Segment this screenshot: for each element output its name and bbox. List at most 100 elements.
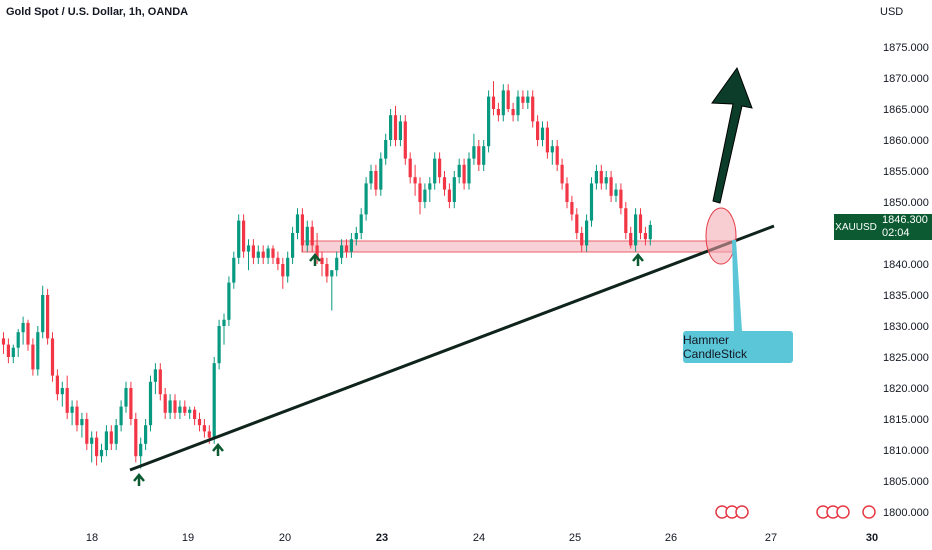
candle <box>261 245 265 264</box>
candle <box>477 140 481 171</box>
candle <box>232 251 236 289</box>
candle <box>305 220 309 252</box>
candle <box>320 251 324 277</box>
candle-body <box>261 251 265 258</box>
candle-body <box>389 115 393 140</box>
candle-body <box>246 245 251 252</box>
candle-body <box>374 171 378 190</box>
candle-body <box>6 344 10 357</box>
candle <box>153 363 157 395</box>
candle <box>104 425 108 457</box>
candle-body <box>354 233 358 240</box>
candle <box>16 329 20 357</box>
candle-body <box>423 189 427 202</box>
candle <box>389 109 393 147</box>
candle <box>26 319 30 351</box>
candle-body <box>168 400 172 413</box>
candle <box>340 239 344 264</box>
candle <box>643 226 647 246</box>
candle <box>634 208 638 252</box>
candle-body <box>467 158 471 184</box>
x-tick-label: 19 <box>182 532 194 544</box>
candle-body <box>85 419 89 444</box>
candle <box>447 183 451 209</box>
candle <box>496 102 500 122</box>
candle-body <box>129 388 133 419</box>
y-tick-label: 1825.000 <box>883 352 929 364</box>
candle <box>295 208 300 240</box>
candle-body <box>491 96 496 109</box>
candle <box>21 316 25 345</box>
candle <box>202 419 206 438</box>
candle <box>227 276 231 326</box>
y-tick-label: 1870.000 <box>883 73 929 85</box>
candle-body <box>55 375 59 395</box>
candle <box>36 326 40 376</box>
candle <box>526 90 530 109</box>
y-tick-label: 1860.000 <box>883 135 929 147</box>
candle-body <box>119 406 123 426</box>
us-flag-event-icon-3 <box>862 505 876 519</box>
candle-body <box>555 146 559 165</box>
candle-body <box>1 338 6 345</box>
candle <box>501 84 505 122</box>
candle <box>134 412 138 463</box>
y-tick-label: 1810.000 <box>883 445 929 457</box>
candle-body <box>114 425 118 444</box>
x-tick-label: 23 <box>376 532 388 544</box>
candle <box>457 158 461 184</box>
candle-body <box>545 127 549 153</box>
candle <box>482 140 486 171</box>
x-tick-label: 30 <box>866 532 878 544</box>
candle <box>178 400 182 419</box>
candle-body <box>570 202 574 215</box>
candle <box>237 214 241 264</box>
candle-body <box>11 347 15 357</box>
candle <box>629 226 633 249</box>
y-tick-label: 1850.000 <box>883 197 929 209</box>
candle <box>487 90 491 153</box>
candle <box>246 239 251 271</box>
candle-body <box>629 233 633 246</box>
candle-body <box>315 245 319 258</box>
candle-body <box>344 245 349 252</box>
candle-body <box>75 406 79 426</box>
candle <box>55 369 59 401</box>
candle <box>124 381 128 413</box>
candle-body <box>442 177 447 190</box>
candle-body <box>256 251 260 258</box>
candle <box>335 251 339 277</box>
candle <box>423 183 427 209</box>
y-tick-label: 1800.000 <box>883 507 929 519</box>
candle <box>384 133 388 165</box>
candle <box>109 425 113 450</box>
candle-body <box>95 437 99 457</box>
price-axis: 1875.000 1870.000 1865.000 1860.000 1855.000… <box>883 42 929 519</box>
candle-body <box>575 214 579 233</box>
candle-body <box>560 164 564 184</box>
y-tick-label: 1855.000 <box>883 166 929 178</box>
candle <box>619 183 623 215</box>
candle <box>114 419 118 450</box>
current-price-box: 1846.300 02:04 <box>878 214 932 240</box>
candle-body <box>379 158 383 190</box>
candle-body <box>266 248 270 258</box>
candle <box>428 177 432 202</box>
y-tick-label: 1815.000 <box>883 414 929 426</box>
candle <box>242 214 246 258</box>
candle-body <box>501 90 505 116</box>
candle <box>413 164 417 196</box>
candle <box>452 171 456 209</box>
candle-body <box>638 214 643 233</box>
candle-body <box>580 233 584 246</box>
candle <box>325 257 329 283</box>
candle-body <box>457 164 461 178</box>
candle-body <box>487 96 491 147</box>
candle <box>506 84 510 113</box>
candle-body <box>134 419 138 457</box>
candle-body <box>516 96 520 116</box>
candle-body <box>193 409 197 419</box>
candle-body <box>242 220 246 252</box>
candle-body <box>70 406 74 413</box>
candle-body <box>99 450 104 457</box>
